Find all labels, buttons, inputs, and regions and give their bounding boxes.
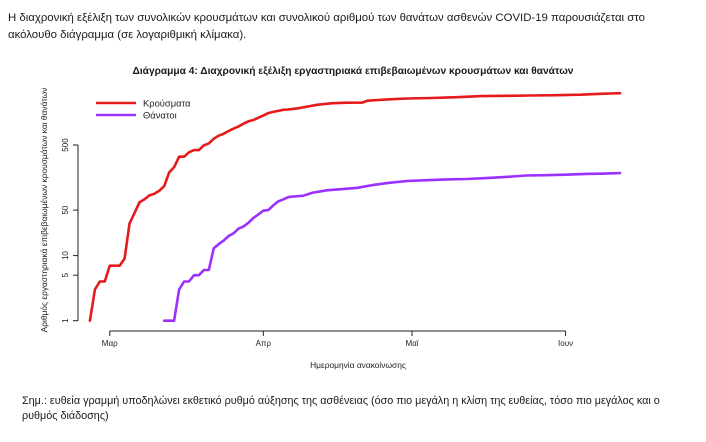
x-tick-label: Μαϊ [405, 339, 418, 348]
deaths-series-line [162, 171, 622, 322]
y-tick-label: 50 [61, 205, 70, 214]
x-ticks: Μαρ Απρ Μαϊ Ιουν [102, 331, 573, 348]
x-tick-label: Απρ [256, 339, 272, 348]
y-axis-label: Αριθμός εργαστηριακά επιβεβαιωμένων κρου… [39, 88, 49, 333]
intro-text: Η διαχρονική εξέλιξη των συνολικών κρουσ… [8, 12, 645, 41]
x-axis-label: Ημερομηνία ανακοίνωσης [310, 360, 406, 370]
legend-label-cases: Κρούσματα [143, 98, 191, 109]
y-ticks: 1 5 10 50 500 [61, 138, 78, 323]
series-lines [88, 91, 622, 322]
chart-title: Διάγραμμα 4: Διαχρονική εξέλιξη εργαστηρ… [132, 66, 574, 77]
y-tick-label: 5 [61, 272, 70, 277]
y-tick-label: 1 [61, 318, 70, 323]
footnote-text: Σημ.: ευθεία γραμμή υποδηλώνει εκθετικό … [22, 395, 660, 422]
cases-series-line [88, 91, 622, 322]
x-tick-label: Μαρ [102, 339, 118, 348]
legend: Κρούσματα Θάνατοι [96, 98, 191, 121]
y-tick-label: 10 [61, 251, 70, 260]
y-tick-label: 500 [61, 138, 70, 152]
legend-label-deaths: Θάνατοι [143, 110, 177, 121]
x-tick-label: Ιουν [558, 339, 573, 348]
